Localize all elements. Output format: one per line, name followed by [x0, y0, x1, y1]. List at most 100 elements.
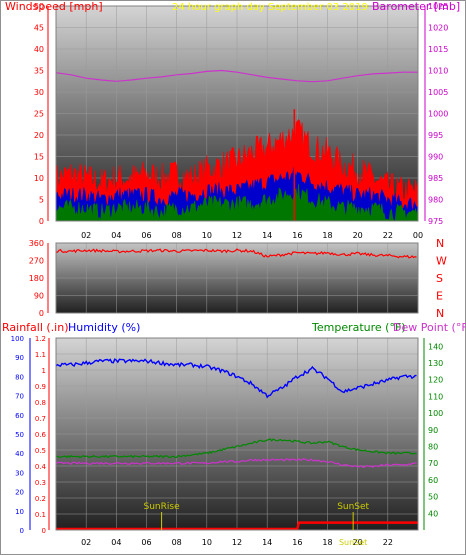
temperature-tick-label: 70: [428, 459, 438, 468]
humidity-tick-label: 60: [15, 412, 24, 420]
direction-plot-frame: [55, 242, 419, 314]
wind-y-tick-label: 0: [39, 217, 44, 226]
compass-label: W: [436, 255, 447, 268]
temperature-label: Temperature (°F): [311, 321, 406, 334]
humidity-x-tick-label: 22: [383, 538, 393, 547]
wind-y-tick-label: 20: [34, 131, 44, 140]
wind-axes: 0510152025303540455097598098599099510001…: [34, 2, 449, 240]
humidity-tick-label: 50: [15, 431, 24, 439]
wind-x-tick-label: 12: [232, 231, 242, 240]
barometer-tick-label: 1005: [428, 88, 448, 97]
humidity-series-group: [56, 358, 418, 530]
wind-x-tick-label: 04: [111, 231, 121, 240]
wind-series-group: [56, 69, 418, 221]
barometer-label: Barometer [mb]: [372, 0, 460, 13]
compass-label: E: [436, 290, 443, 303]
rain-tick-label: 0.9: [35, 383, 46, 391]
humidity-x-tick-label: 06: [141, 538, 151, 547]
barometer-tick-label: 985: [428, 174, 443, 183]
humidity-tick-label: 100: [11, 335, 24, 343]
rain-tick-label: 1: [42, 367, 46, 375]
temperature-tick-label: 120: [428, 376, 443, 385]
barometer-tick-label: 1025: [428, 2, 448, 11]
humidity-x-tick-label: 02: [81, 538, 91, 547]
humidity-tick-label: 30: [15, 469, 24, 477]
barometer-tick-label: 1000: [428, 110, 448, 119]
wind-y-tick-label: 15: [34, 153, 44, 162]
wind-y-tick-label: 5: [39, 196, 44, 205]
temperature-tick-label: 110: [428, 392, 443, 401]
humidity-tick-label: 70: [15, 393, 24, 401]
graph-title: 24 hour graph day September 03 2019: [172, 2, 368, 13]
barometer-tick-label: 1015: [428, 45, 448, 54]
wind-x-tick-label: 14: [262, 231, 272, 240]
rain-tick-label: 0.6: [35, 431, 47, 439]
rainfall-label: Rainfall (.in): [2, 321, 69, 334]
wind-y-tick-label: 50: [34, 2, 44, 11]
rain-tick-label: 0.8: [35, 399, 46, 407]
humidity-tick-label: 20: [15, 489, 24, 497]
wind-x-tick-label: 00: [413, 231, 423, 240]
wind-y-tick-label: 10: [34, 174, 44, 183]
wind-y-tick-label: 45: [34, 24, 44, 33]
wind-x-tick-label: 10: [202, 231, 212, 240]
rain-tick-label: 1.2: [35, 335, 46, 343]
sunrise-label: SunRise: [144, 502, 181, 512]
direction-y-tick-label: 180: [29, 274, 44, 283]
rain-tick-label: 0: [42, 527, 46, 535]
wind-x-tick-label: 20: [353, 231, 363, 240]
compass-label: N: [436, 237, 444, 250]
wind-x-tick-label: 16: [292, 231, 302, 240]
temperature-tick-label: 40: [428, 509, 438, 518]
humidity-series: [56, 358, 417, 399]
wind-x-tick-label: 22: [383, 231, 393, 240]
dewpoint-series: [56, 458, 417, 468]
humidity-tick-label: 80: [15, 373, 24, 381]
humidity-tick-label: 10: [15, 508, 24, 516]
temperature-tick-label: 130: [428, 359, 443, 368]
rain-tick-label: 0.7: [35, 415, 46, 423]
compass-label: N: [436, 307, 444, 320]
wind-plot-frame: [55, 5, 419, 222]
barometer-tick-label: 1010: [428, 67, 448, 76]
temperature-series: [56, 438, 417, 459]
wind-x-tick-label: 06: [141, 231, 151, 240]
humidity-plot-frame: [55, 337, 419, 531]
windspeed-label: Windspeed [mph]: [5, 0, 103, 13]
humidity-axes: 0 10 20 30 40 50 60 70 80 90 100 0 0.1 0.2 0.3 0.4 0.5 0.…: [11, 335, 444, 547]
rain-tick-label: 0.5: [35, 447, 46, 455]
barometer-tick-label: 980: [428, 196, 443, 205]
humidity-tick-label: 40: [15, 450, 24, 458]
direction-y-tick-label: 270: [29, 257, 44, 266]
humidity-x-tick-label: 08: [172, 538, 182, 547]
barometer-series: [56, 69, 418, 83]
temperature-tick-label: 90: [428, 426, 438, 435]
bottom-sunset-label: SunSet: [339, 538, 367, 547]
wind-x-tick-label: 18: [322, 231, 332, 240]
dewpoint-label: Dew Point (°F): [393, 321, 466, 334]
barometer-tick-label: 995: [428, 131, 443, 140]
direction-y-tick-label: 0: [39, 309, 44, 318]
direction-series-group: [56, 248, 417, 259]
barometer-tick-label: 975: [428, 217, 443, 226]
sunset-label: SunSet: [337, 502, 369, 512]
wind-x-tick-label: 02: [81, 231, 91, 240]
wind-y-tick-label: 30: [34, 88, 44, 97]
rain-tick-label: 0.4: [35, 463, 47, 471]
humidity-x-tick-label: 18: [322, 538, 332, 547]
wind-x-tick-label: 08: [172, 231, 182, 240]
barometer-tick-label: 1020: [428, 24, 448, 33]
humidity-x-tick-label: 04: [111, 538, 121, 547]
humidity-tick-label: 90: [15, 354, 24, 362]
humidity-x-tick-label: 16: [292, 538, 302, 547]
humidity-x-tick-label: 20: [353, 538, 363, 547]
rain-tick-label: 0.2: [35, 495, 46, 503]
wind-low-series: [56, 183, 418, 221]
temperature-tick-label: 60: [428, 476, 438, 485]
wind-y-tick-label: 25: [34, 110, 44, 119]
rain-tick-label: 0.3: [35, 479, 46, 487]
direction-y-tick-label: 90: [34, 292, 44, 301]
temperature-tick-label: 50: [428, 493, 438, 502]
temperature-tick-label: 80: [428, 443, 438, 452]
